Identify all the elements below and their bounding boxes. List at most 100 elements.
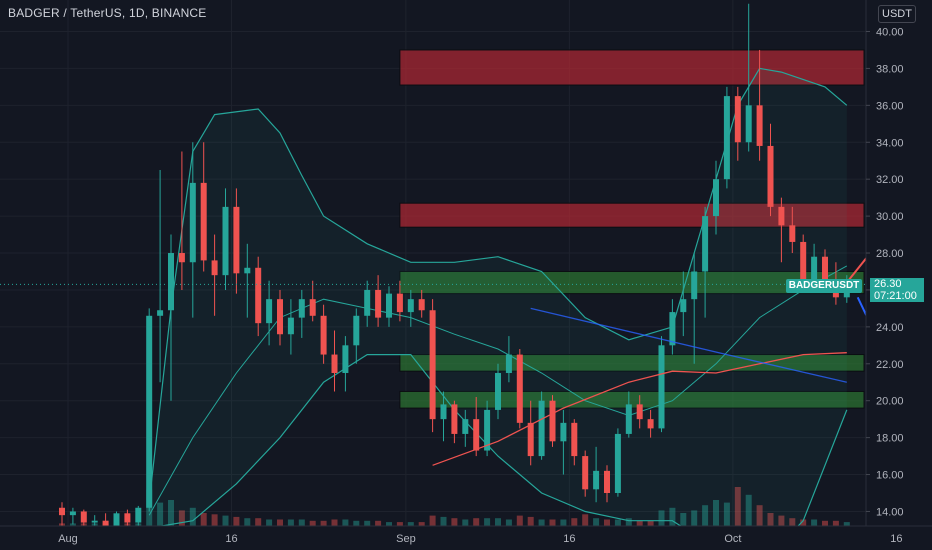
volume-bar	[723, 502, 730, 526]
candle-body	[462, 419, 469, 434]
candle-body	[178, 253, 185, 263]
candle-body	[266, 299, 273, 324]
volume-bar	[473, 518, 480, 526]
volume-bar	[778, 515, 785, 526]
time-axis-background	[0, 526, 932, 550]
volume-bar	[811, 519, 818, 526]
volume-bar	[832, 520, 839, 526]
price-zones	[399, 49, 865, 409]
candle-body	[473, 419, 480, 451]
candle-body	[200, 182, 207, 261]
volume-bar	[429, 515, 436, 526]
candle-body	[418, 299, 425, 311]
volume-bar	[69, 523, 76, 526]
currency-unit-button[interactable]: USDT	[878, 5, 916, 23]
price-tick-label: 24.00	[876, 322, 904, 334]
candle-body	[636, 404, 643, 420]
bollinger-middle-line	[148, 265, 848, 516]
candle-body	[745, 105, 752, 143]
candle-body	[549, 400, 556, 442]
resistance-zone	[399, 202, 865, 228]
volume-bar	[277, 519, 283, 526]
bollinger-bands	[148, 67, 848, 550]
candle-body	[233, 206, 240, 274]
volume-bar	[386, 522, 392, 526]
volume-bar	[396, 522, 403, 526]
candle-body	[756, 105, 763, 146]
volume-bar	[353, 520, 360, 526]
volume-bar	[233, 516, 240, 526]
candle-body	[124, 513, 131, 523]
candle-body	[69, 511, 76, 516]
candle-body	[396, 293, 403, 313]
support-zone	[399, 390, 865, 409]
volume-bar	[691, 510, 698, 526]
candle-body	[658, 345, 665, 429]
candle-body	[309, 299, 316, 316]
volume-bar	[614, 519, 621, 526]
last-price-label: 26.30 07:21:00	[870, 278, 924, 302]
time-axis[interactable]: Aug16Sep16Oct16Nov16Dec16	[0, 525, 932, 550]
volume-bar	[462, 519, 469, 526]
candle-body	[822, 256, 828, 285]
volume-bar	[418, 522, 425, 526]
moving-average-line	[432, 352, 847, 466]
volume-bar	[298, 519, 305, 526]
volume-bar	[211, 514, 218, 526]
volume-bar	[222, 515, 229, 526]
volume-bar	[178, 510, 185, 526]
volume-bar	[266, 519, 273, 526]
candle-body	[222, 206, 229, 276]
candle-body	[59, 507, 65, 516]
time-tick-label: 16	[890, 533, 902, 545]
candle-body	[702, 216, 709, 272]
volume-bar	[200, 513, 207, 526]
volume-bar	[789, 518, 796, 526]
candle-body	[647, 419, 654, 429]
volume-bar	[244, 518, 251, 526]
trend-line	[530, 307, 847, 383]
time-tick-label: 16	[225, 533, 237, 545]
price-tick-label: 36.00	[876, 100, 904, 112]
bollinger-upper-line	[148, 67, 848, 503]
volume-bar	[756, 505, 763, 526]
volume-bar	[636, 520, 643, 526]
volume-bar	[702, 505, 709, 526]
price-tick-label: 38.00	[876, 63, 904, 75]
chart-title: BADGER / TetherUS, 1D, BINANCE	[8, 6, 207, 20]
time-tick-label: Aug	[58, 533, 78, 545]
bar-countdown: 07:21:00	[874, 290, 917, 302]
candle-body	[244, 267, 251, 274]
price-tick-label: 28.00	[876, 248, 904, 260]
volume-bar	[538, 519, 545, 526]
candle-body	[375, 289, 382, 318]
candle-body	[342, 345, 349, 374]
candle-body	[80, 511, 87, 523]
price-axis[interactable]: 14.0016.0018.0020.0022.0024.0026.0028.00…	[865, 0, 932, 550]
volume-bar	[451, 518, 458, 526]
volume-bar	[571, 518, 578, 526]
candle-body	[680, 299, 687, 313]
price-tick-label: 40.00	[876, 27, 904, 39]
volume-bar	[255, 518, 262, 526]
candle-body	[211, 260, 218, 276]
symbol-price-label: BADGERUSDT	[786, 279, 862, 293]
volume-bar	[287, 519, 294, 526]
candle-body	[407, 299, 414, 313]
candle-body	[102, 520, 109, 527]
candle-body	[527, 422, 534, 457]
bollinger-lower-line	[149, 354, 848, 550]
volume-bar	[407, 522, 414, 526]
volume-bar	[734, 487, 741, 526]
candle-body	[277, 299, 283, 335]
volume-bar	[364, 520, 371, 526]
time-tick-label: Sep	[396, 533, 416, 545]
candle-body	[571, 422, 578, 457]
candle-body	[255, 267, 262, 324]
volume-bar	[800, 519, 807, 526]
volume-bar	[484, 518, 491, 526]
volume-bar	[168, 500, 174, 526]
volume-bar	[843, 522, 850, 526]
price-tick-label: 32.00	[876, 174, 904, 186]
